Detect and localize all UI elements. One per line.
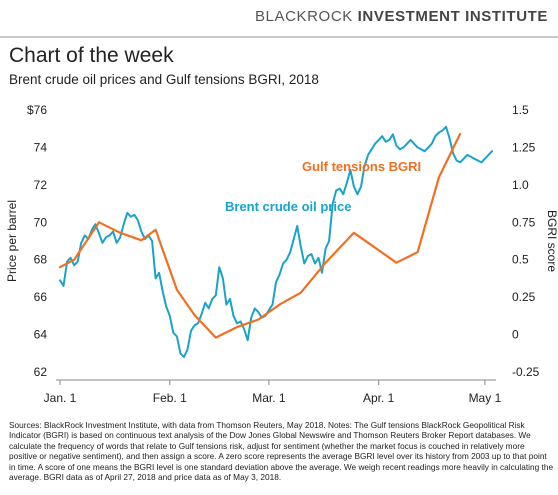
- x-tick-label: May 1: [469, 391, 502, 405]
- y-left-tick-label: 66: [34, 290, 48, 304]
- oil-price-line: [59, 125, 493, 358]
- y-right-tick-label: 1.5: [512, 103, 529, 117]
- y-left-tick-label: $76: [27, 103, 47, 117]
- y-left-axis-label: Price per barrel: [5, 200, 19, 282]
- y-left-tick-label: 62: [34, 365, 48, 379]
- y-right-tick-label: 0.5: [512, 253, 529, 267]
- chart-subtitle: Brent crude oil prices and Gulf tensions…: [9, 72, 319, 87]
- chart-footnote: Sources: BlackRock Investment Institute,…: [9, 420, 554, 483]
- x-tick-label: Apr. 1: [363, 391, 395, 405]
- chart-title: Chart of the week: [9, 44, 174, 67]
- bgri-series-label: Gulf tensions BGRI: [302, 159, 421, 174]
- y-left-tick-label: 74: [34, 140, 48, 154]
- y-right-tick-label: 0.25: [512, 290, 536, 304]
- oil-series-label: Brent crude oil price: [225, 199, 351, 214]
- y-right-tick-label: -0.25: [512, 365, 540, 379]
- y-left-tick-label: 64: [34, 328, 48, 342]
- y-left-tick-label: 72: [34, 178, 48, 192]
- y-right-tick-label: 0.75: [512, 215, 536, 229]
- x-tick-label: Mar. 1: [252, 391, 286, 405]
- x-tick-label: Feb. 1: [153, 391, 187, 405]
- y-left-tick-label: 70: [34, 215, 48, 229]
- y-right-axis-label: BGRI score: [545, 210, 558, 272]
- brand-logo-text: BLACKROCK INVESTMENT INSTITUTE: [255, 8, 548, 25]
- y-right-tick-label: 1.0: [512, 178, 529, 192]
- brand-header: BLACKROCK INVESTMENT INSTITUTE: [0, 0, 558, 38]
- y-left-tick-label: 68: [34, 253, 48, 267]
- header-divider: [0, 36, 558, 38]
- line-chart: Jan. 1 Feb. 1 Mar. 1 Apr. 1 May 1 $76 74 72 70 68…: [5, 103, 558, 405]
- bgri-line: [58, 132, 462, 339]
- brand-name: BLACKROCK: [254, 8, 353, 25]
- brand-institute: INVESTMENT INSTITUTE: [357, 8, 548, 25]
- x-tick-label: Jan. 1: [44, 391, 77, 405]
- y-right-tick-label: 0: [512, 328, 519, 342]
- y-right-tick-label: 1.25: [512, 140, 536, 154]
